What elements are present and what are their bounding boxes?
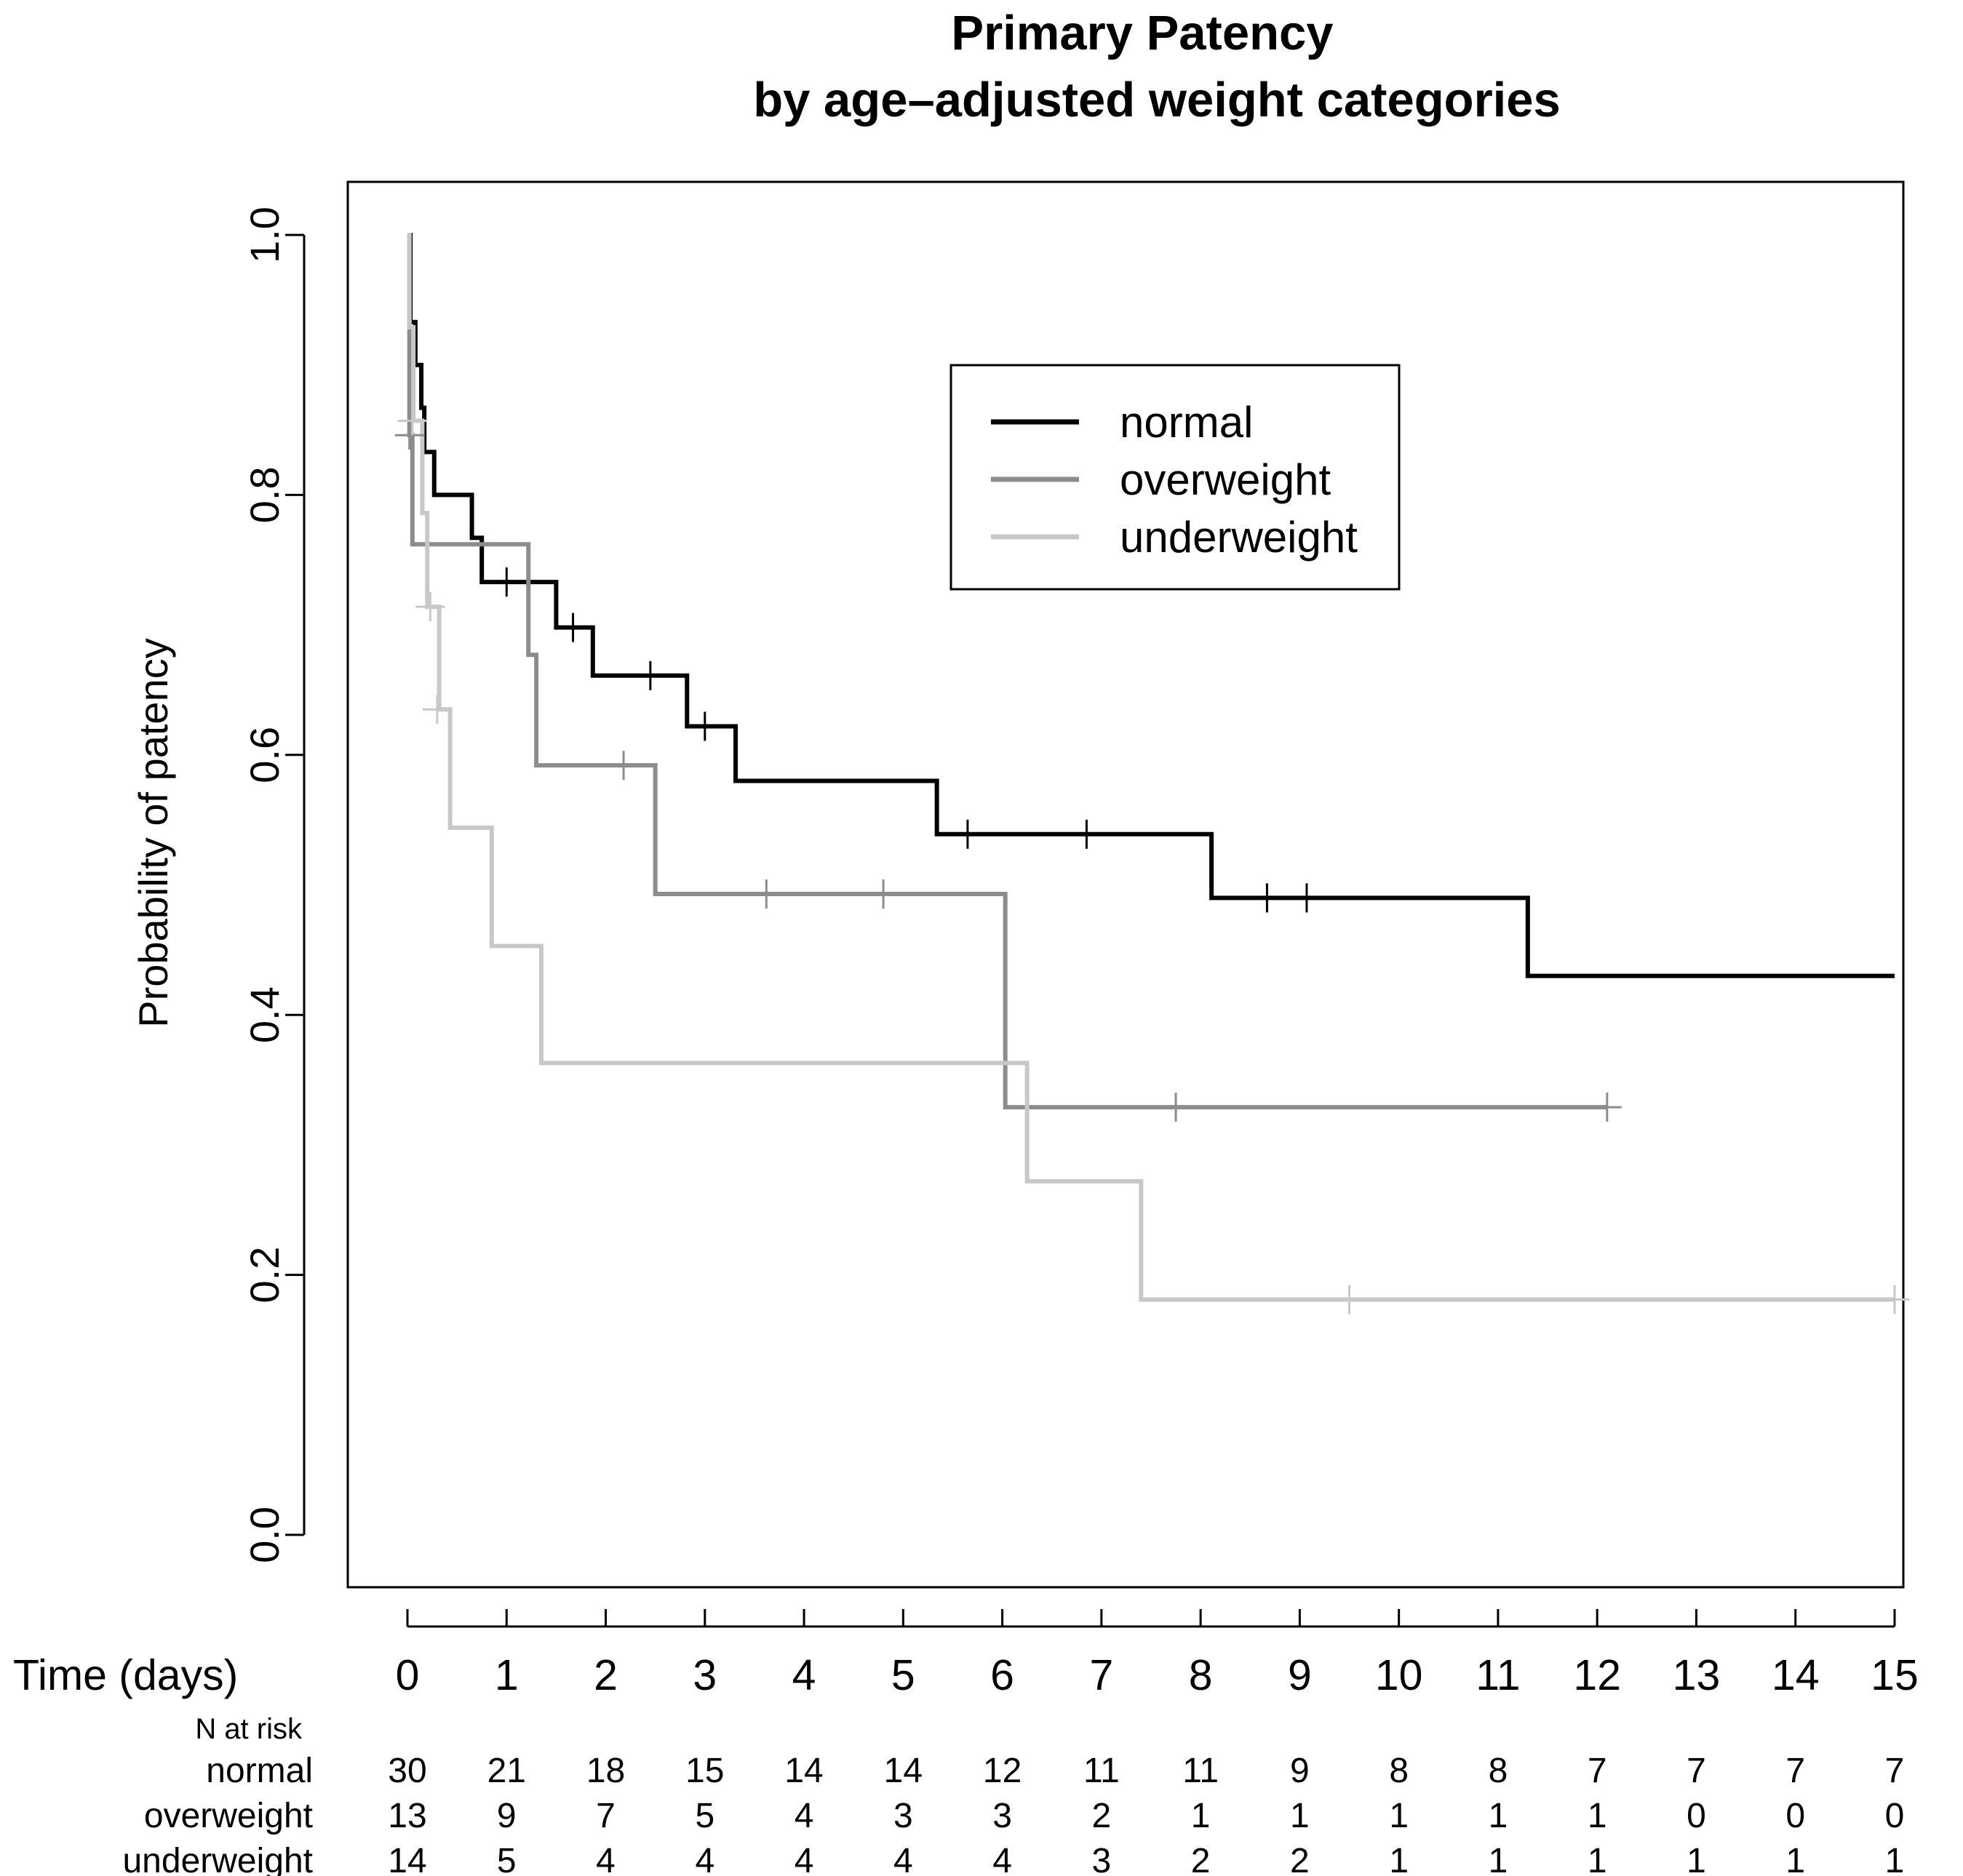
x-tick-label: 0: [396, 1651, 420, 1699]
curve-normal: [407, 233, 1895, 978]
chart-title-line-2: by age–adjusted weight categories: [753, 73, 1561, 127]
y-tick-label: 0.2: [242, 1247, 287, 1304]
risk-row-label-overweight: overweight: [144, 1797, 313, 1835]
y-tick-label: 0.6: [242, 727, 287, 783]
risk-value-overweight: 2: [1092, 1797, 1112, 1835]
risk-value-normal: 14: [884, 1752, 923, 1790]
x-tick-label: 9: [1288, 1651, 1312, 1699]
risk-value-overweight: 1: [1191, 1797, 1211, 1835]
risk-value-overweight: 3: [893, 1797, 913, 1835]
x-tick-label: 8: [1189, 1651, 1213, 1699]
risk-value-overweight: 4: [795, 1797, 814, 1835]
risk-value-overweight: 7: [596, 1797, 616, 1835]
risk-value-normal: 12: [983, 1752, 1022, 1790]
risk-value-overweight: 13: [388, 1797, 426, 1835]
x-tick-label: 7: [1089, 1651, 1113, 1699]
chart-title-line-1: Primary Patency: [951, 6, 1333, 60]
risk-value-normal: 7: [1785, 1752, 1805, 1790]
legend-label-underweight: underweight: [1120, 513, 1358, 562]
risk-value-normal: 11: [1182, 1752, 1219, 1790]
risk-value-underweight: 1: [1885, 1842, 1905, 1876]
y-tick-label: 0.8: [242, 466, 287, 523]
risk-value-normal: 8: [1489, 1752, 1508, 1790]
risk-value-normal: 11: [1083, 1752, 1120, 1790]
risk-value-underweight: 4: [992, 1842, 1012, 1876]
risk-table: normal 30 21 18 15 14 14 12 11 11 9 8 8 7 7 7 7overweigh…: [122, 1752, 1904, 1876]
x-tick-label: 15: [1871, 1651, 1919, 1699]
risk-value-normal: 15: [685, 1752, 724, 1790]
risk-value-overweight: 1: [1290, 1797, 1310, 1835]
risk-value-normal: 18: [586, 1752, 625, 1790]
risk-value-underweight: 2: [1191, 1842, 1211, 1876]
x-tick-label: 2: [594, 1651, 618, 1699]
risk-value-overweight: 5: [695, 1797, 714, 1835]
risk-value-underweight: 4: [893, 1842, 913, 1876]
risk-value-normal: 30: [388, 1752, 426, 1790]
x-tick-label: 1: [495, 1651, 519, 1699]
risk-value-underweight: 1: [1588, 1842, 1607, 1876]
risk-value-underweight: 2: [1290, 1842, 1310, 1876]
legend-label-overweight: overweight: [1120, 455, 1331, 504]
risk-value-normal: 7: [1687, 1752, 1706, 1790]
risk-value-underweight: 1: [1687, 1842, 1706, 1876]
x-tick-label: 13: [1673, 1651, 1721, 1699]
y-tick-label: 0.0: [242, 1506, 287, 1563]
censor-marks: [394, 406, 1909, 1314]
risk-value-overweight: 3: [992, 1797, 1012, 1835]
risk-value-normal: 21: [487, 1752, 526, 1790]
risk-value-overweight: 1: [1588, 1797, 1607, 1835]
x-tick-label: 3: [693, 1651, 717, 1699]
risk-value-overweight: 0: [1687, 1797, 1706, 1835]
y-axis-label: Probability of patency: [130, 638, 176, 1027]
y-tick-label: 1.0: [242, 207, 287, 263]
risk-value-overweight: 0: [1885, 1797, 1905, 1835]
risk-value-underweight: 1: [1489, 1842, 1508, 1876]
x-tick-label: 10: [1375, 1651, 1423, 1699]
risk-value-normal: 7: [1588, 1752, 1607, 1790]
legend: normal overweight underweight: [949, 364, 1401, 591]
risk-value-normal: 7: [1885, 1752, 1905, 1790]
risk-row-label-underweight: underweight: [122, 1842, 313, 1876]
x-tick-label: 4: [792, 1651, 816, 1699]
risk-value-underweight: 4: [695, 1842, 714, 1876]
risk-value-underweight: 1: [1389, 1842, 1409, 1876]
risk-value-overweight: 0: [1785, 1797, 1805, 1835]
risk-value-normal: 8: [1389, 1752, 1409, 1790]
risk-value-underweight: 3: [1092, 1842, 1112, 1876]
risk-value-underweight: 1: [1785, 1842, 1805, 1876]
x-tick-label: 11: [1476, 1651, 1520, 1699]
risk-value-underweight: 4: [795, 1842, 814, 1876]
legend-label-normal: normal: [1120, 398, 1253, 447]
x-tick-label: 12: [1573, 1651, 1621, 1699]
risk-value-normal: 14: [784, 1752, 823, 1790]
risk-value-underweight: 4: [596, 1842, 616, 1876]
time-axis: 0 1 2 3 4 5 6 7 8 9 10 11 12 13 14 15: [396, 1609, 1919, 1699]
risk-value-underweight: 14: [388, 1842, 426, 1876]
x-tick-label: 5: [891, 1651, 915, 1699]
plot-frame: [346, 180, 1905, 1589]
risk-value-underweight: 5: [497, 1842, 517, 1876]
y-tick-label: 0.4: [242, 986, 287, 1043]
x-axis-label: Time (days): [13, 1651, 238, 1699]
risk-value-overweight: 1: [1389, 1797, 1409, 1835]
x-tick-label: 6: [990, 1651, 1014, 1699]
y-axis: 0.0 0.2 0.4 0.6 0.8 1.0: [242, 207, 306, 1563]
risk-value-overweight: 1: [1489, 1797, 1508, 1835]
risk-value-normal: 9: [1290, 1752, 1310, 1790]
risk-value-overweight: 9: [497, 1797, 517, 1835]
risk-row-label-normal: normal: [206, 1752, 313, 1790]
risk-table-header: N at risk: [195, 1713, 303, 1745]
x-tick-label: 14: [1772, 1651, 1820, 1699]
